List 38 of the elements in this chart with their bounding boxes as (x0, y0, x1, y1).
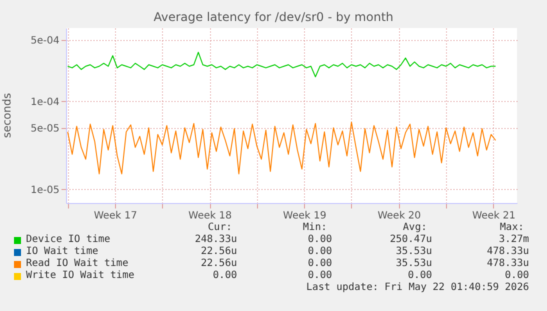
text: 478.33u (486, 246, 529, 258)
text: 22.56u (200, 258, 237, 270)
text: Avg: (402, 222, 427, 234)
text: Min: (302, 222, 327, 234)
chart-title: Average latency for /dev/sr0 - by month (154, 10, 394, 24)
x-tick-label: Week 18 (188, 210, 232, 222)
text: 35.53u (396, 258, 432, 270)
x-tick-label: Week 20 (378, 210, 421, 222)
y-tick-label: 1e-05 (30, 184, 60, 196)
y-axis-title: seconds (0, 92, 14, 138)
text: 0.00 (212, 270, 237, 282)
y-tick-label: 1e-04 (30, 96, 60, 108)
text: 0.00 (504, 270, 529, 282)
text: 0.00 (308, 234, 332, 246)
legend-label: Write IO Wait time (26, 270, 134, 282)
x-tick-label: Week 19 (283, 210, 326, 222)
text: 250.47u (390, 234, 432, 246)
x-tick-label: Week 17 (94, 210, 138, 222)
text: 0.00 (308, 246, 332, 258)
text: 248.33u (194, 234, 237, 246)
text: Last update: Fri May 22 01:40:59 2026 (306, 282, 529, 294)
y-tick-label: 5e-04 (30, 35, 60, 46)
text: Max: (500, 222, 524, 234)
legend-label: IO Wait time (26, 246, 98, 258)
x-tick-label: Week 21 (472, 210, 516, 222)
text: 35.53u (396, 246, 432, 258)
line-series (67, 52, 496, 78)
text: 3.27m (498, 234, 529, 246)
legend-label: Read IO Wait time (26, 258, 128, 270)
line-series (67, 122, 496, 174)
legend-label: Device IO time (26, 234, 110, 246)
text: 0.00 (408, 270, 432, 282)
text: 0.00 (308, 258, 332, 270)
text: 478.33u (486, 258, 529, 270)
y-tick-label: 5e-05 (30, 123, 60, 134)
text: 0.00 (308, 270, 332, 282)
text: Cur: (208, 222, 232, 234)
text: 22.56u (200, 246, 237, 258)
